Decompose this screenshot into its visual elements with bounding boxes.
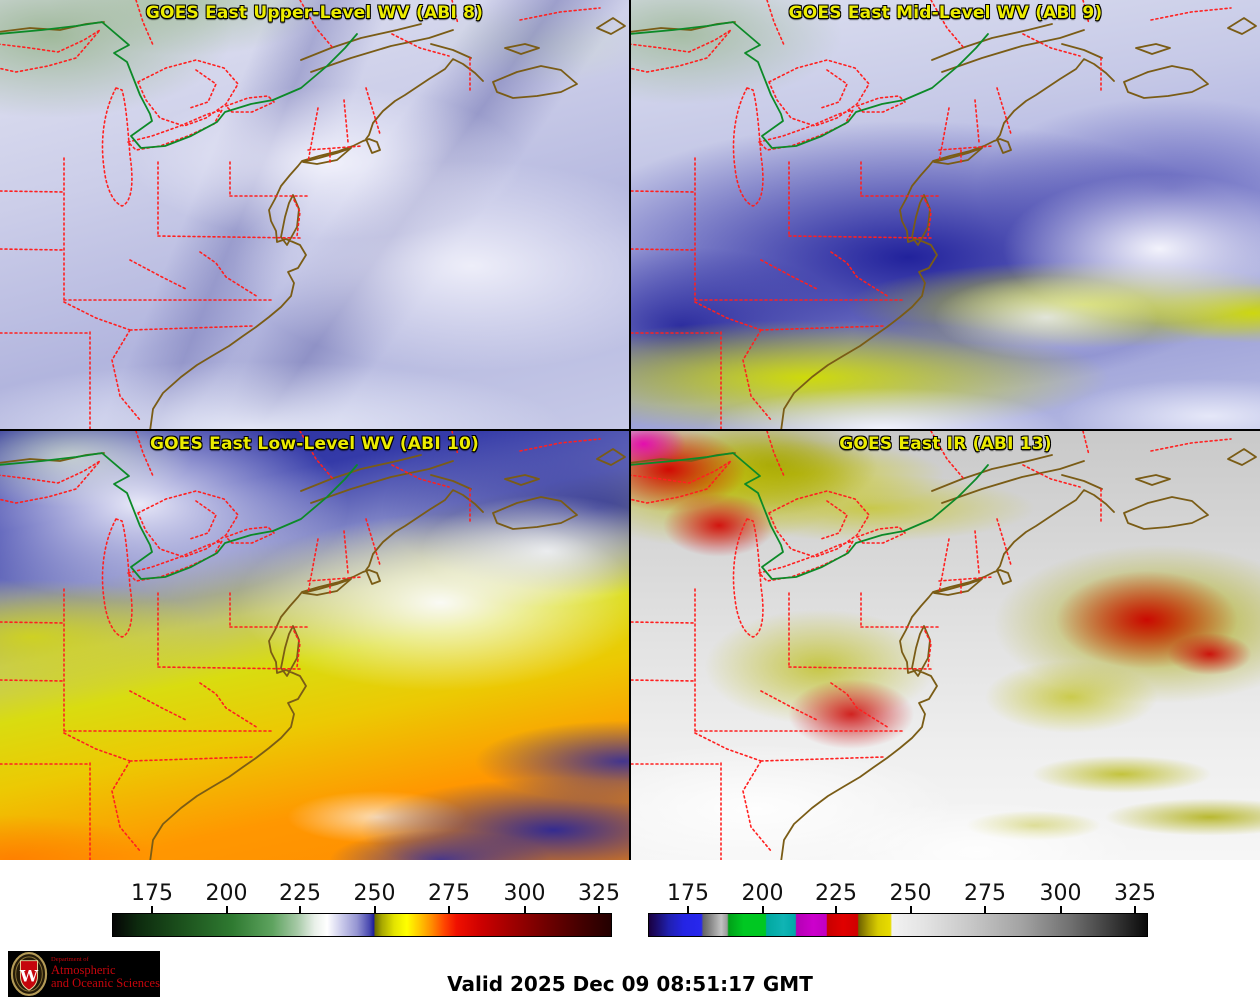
- logo-dept-prefix: Department of: [51, 956, 89, 964]
- ir-colorbar: 175 200 225 250 275 300 325: [648, 881, 1156, 937]
- wv-colorbar-gradient: [112, 913, 612, 937]
- ir-colorbar-tickmarks: [648, 905, 1148, 913]
- wv-colorbar-labels: 175 200 225 250 275 300 325: [112, 881, 620, 906]
- uw-aos-logo: W Department of Atmospheric and Oceanic …: [8, 951, 160, 997]
- ir-tick-label: 250: [889, 881, 932, 906]
- ir-tick-label: 225: [815, 881, 857, 906]
- wv-tick-label: 200: [205, 881, 248, 906]
- wv-tick-label: 225: [279, 881, 321, 906]
- ir-tick-label: 300: [1039, 881, 1082, 906]
- wv-tick-label: 325: [578, 881, 620, 906]
- ir-tick-mark: [1134, 906, 1136, 913]
- logo-dept-line2: and Oceanic Sciences: [51, 976, 160, 991]
- map-overlay-mid-wv: [631, 0, 1257, 429]
- ir-tick-mark: [835, 906, 837, 913]
- ir-tick-mark: [909, 906, 912, 913]
- wv-colorbar-tickmarks: [112, 905, 612, 913]
- wv-tick-mark: [448, 906, 450, 913]
- uw-monogram: W: [19, 967, 39, 986]
- ir-colorbar-gradient: [648, 913, 1148, 937]
- panel-low-level-wv: GOES East Low-Level WV (ABI 10): [0, 431, 629, 860]
- wv-tick-mark: [373, 906, 376, 913]
- panel-upper-level-wv: GOES East Upper-Level WV (ABI 8): [0, 0, 629, 429]
- wv-tick-mark: [598, 906, 600, 913]
- valid-time-label: Valid 2025 Dec 09 08:51:17 GMT: [447, 972, 813, 996]
- panel-title-upper-wv: GOES East Upper-Level WV (ABI 8): [145, 3, 484, 23]
- footer: 175 200 225 250 275 300 325 175 200 225 …: [0, 860, 1260, 999]
- ir-tick-mark: [984, 906, 986, 913]
- wv-tick-mark: [299, 906, 301, 913]
- panel-title-low-wv: GOES East Low-Level WV (ABI 10): [149, 434, 479, 454]
- panel-ir: GOES East IR (ABI 13): [631, 431, 1260, 860]
- ir-tick-label: 275: [964, 881, 1006, 906]
- ir-colorbar-labels: 175 200 225 250 275 300 325: [648, 881, 1156, 906]
- map-overlay-ir: [631, 431, 1257, 860]
- panel-title-mid-wv: GOES East Mid-Level WV (ABI 9): [788, 3, 1103, 23]
- wv-tick-mark: [523, 906, 526, 913]
- wv-tick-label: 175: [131, 881, 173, 906]
- wv-tick-label: 275: [428, 881, 470, 906]
- map-overlay-low-wv: [0, 431, 626, 860]
- ir-tick-label: 175: [667, 881, 709, 906]
- ir-tick-mark: [1059, 906, 1062, 913]
- ir-tick-label: 200: [741, 881, 784, 906]
- wv-tick-mark: [151, 906, 153, 913]
- wv-colorbar: 175 200 225 250 275 300 325: [112, 881, 620, 937]
- ir-tick-mark: [687, 906, 689, 913]
- panel-mid-level-wv: GOES East Mid-Level WV (ABI 9): [631, 0, 1260, 429]
- logo-dept-line1: Atmospheric: [51, 963, 116, 978]
- uw-crest-icon: W: [10, 952, 48, 996]
- map-overlay-upper-wv: [0, 0, 626, 429]
- logo-text: Department of Atmospheric and Oceanic Sc…: [51, 957, 160, 990]
- panel-title-ir: GOES East IR (ABI 13): [839, 434, 1052, 454]
- wv-tick-mark: [225, 906, 228, 913]
- panel-grid: GOES East Upper-Level WV (ABI 8) GOES Ea…: [0, 0, 1260, 860]
- wv-tick-label: 300: [503, 881, 546, 906]
- ir-tick-mark: [761, 906, 764, 913]
- wv-tick-label: 250: [353, 881, 396, 906]
- ir-tick-label: 325: [1114, 881, 1156, 906]
